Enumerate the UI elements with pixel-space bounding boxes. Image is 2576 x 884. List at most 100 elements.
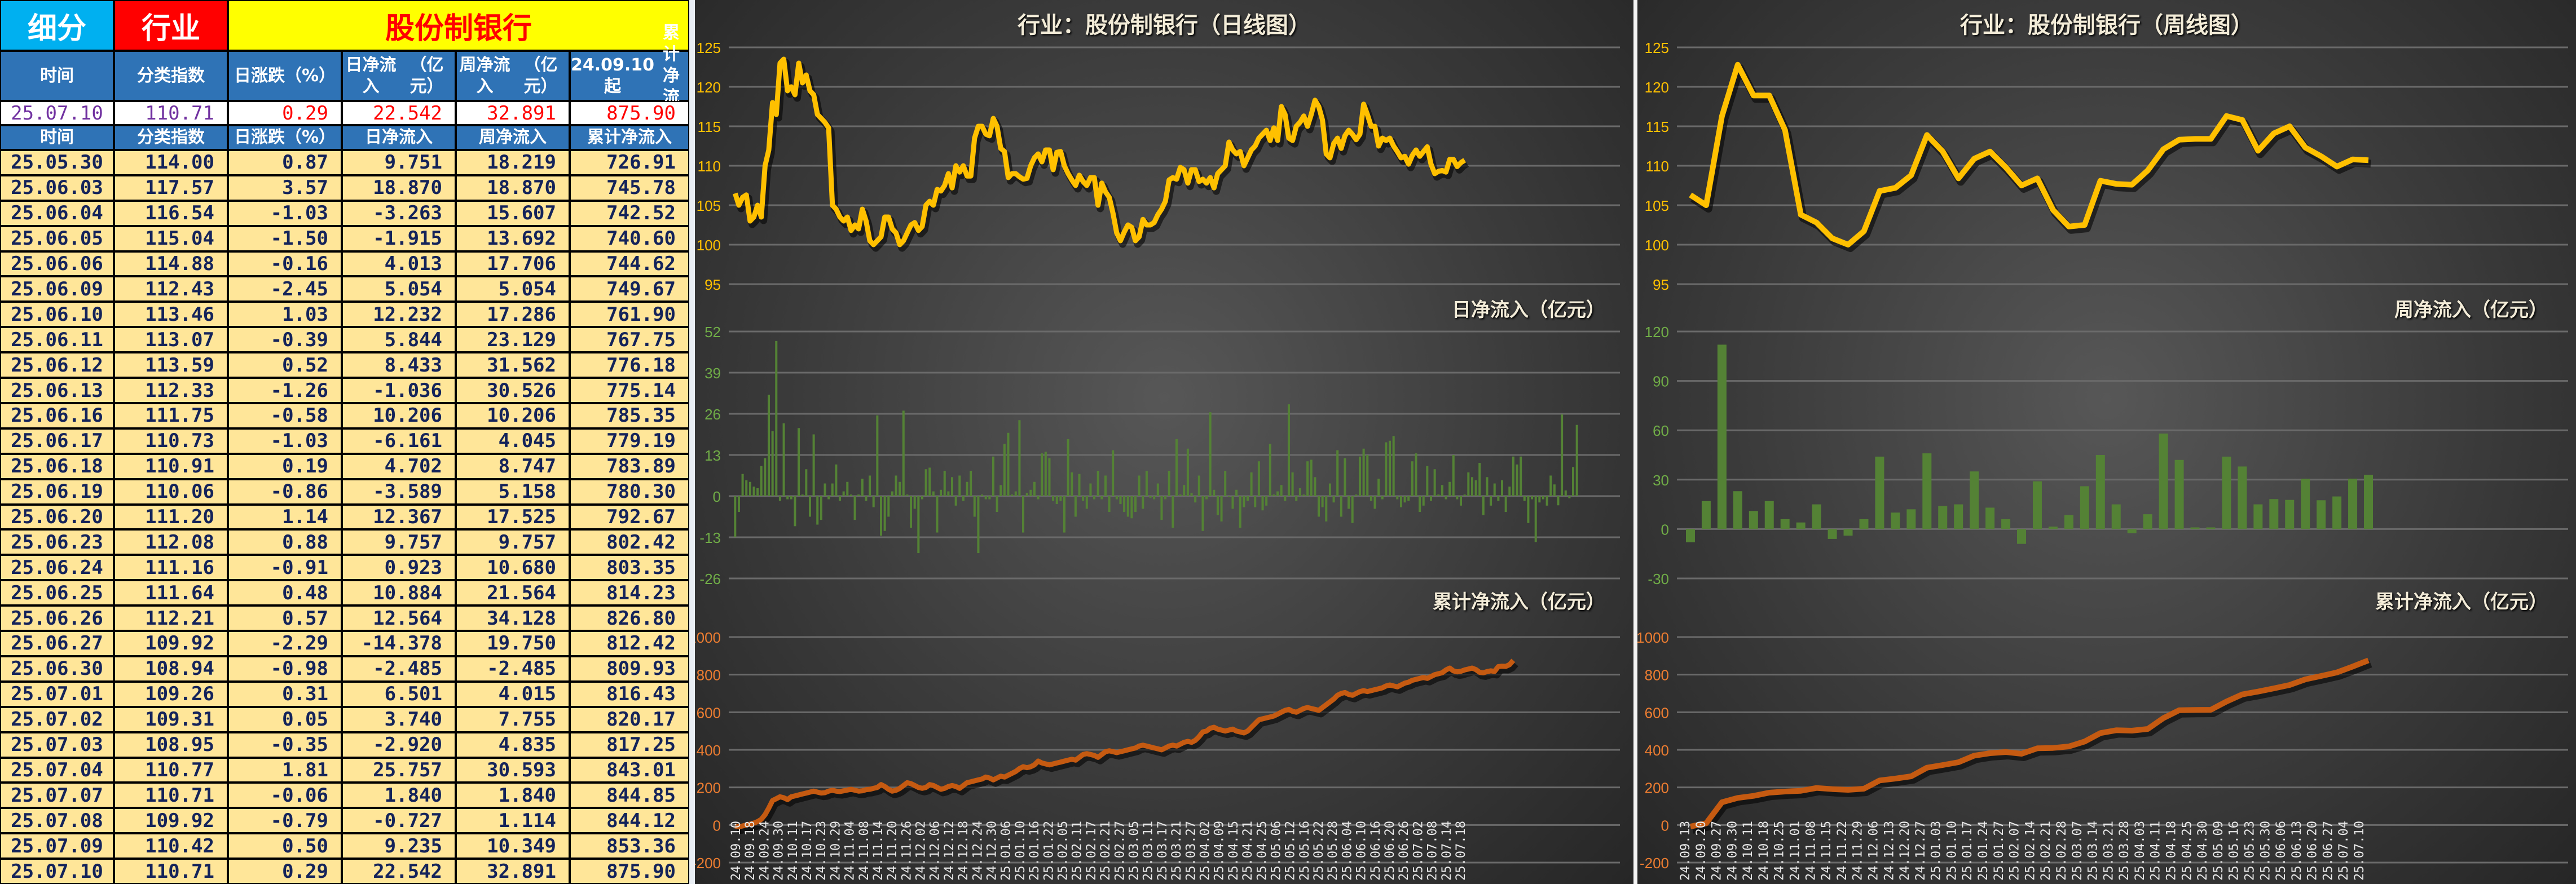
daily-cum-label: 累计净流入（亿元） bbox=[1433, 591, 1605, 613]
table-cell: 779.19 bbox=[570, 428, 689, 454]
y-tick-label: 600 bbox=[697, 704, 721, 721]
table-cell: 9.757 bbox=[456, 529, 570, 555]
flow-bar bbox=[835, 464, 838, 496]
table-cell: 25.06.10 bbox=[0, 302, 114, 328]
x-tick-label: 25.07.04 bbox=[2337, 821, 2351, 881]
sub-header-cell: 分类指数 bbox=[114, 125, 228, 150]
flow-bar bbox=[928, 467, 931, 496]
table-cell: 25.05.30 bbox=[0, 150, 114, 175]
x-tick-label: 25.01.27 bbox=[1992, 821, 2006, 881]
y-tick-label: 60 bbox=[1653, 422, 1669, 439]
flow-bar bbox=[1298, 488, 1301, 496]
table-row: 25.06.24 111.16 -0.91 0.923 10.680 803.35 bbox=[0, 555, 689, 581]
flow-bar bbox=[1190, 493, 1193, 496]
flow-bar bbox=[1340, 496, 1342, 517]
table-row: 25.06.04 116.54 -1.03 -3.263 15.607 742.52 bbox=[0, 200, 689, 226]
flow-bar bbox=[1474, 480, 1477, 496]
flow-bar bbox=[1044, 452, 1047, 496]
table-cell: 1.840 bbox=[456, 783, 570, 808]
summary-cell: 32.891 bbox=[456, 101, 570, 125]
table-row: 25.06.09 112.43 -2.45 5.054 5.054 749.67 bbox=[0, 276, 689, 302]
flow-bar bbox=[1011, 494, 1014, 496]
table-cell: 13.692 bbox=[456, 226, 570, 251]
table-cell: -14.378 bbox=[342, 631, 456, 656]
table-cell: 844.12 bbox=[570, 808, 689, 834]
table-cell: -3.263 bbox=[342, 200, 456, 226]
x-tick-label: 25.03.28 bbox=[2117, 821, 2132, 881]
x-tick-label: 24.09.27 bbox=[1710, 821, 1724, 881]
x-tick-label: 25.06.20 bbox=[2306, 821, 2320, 881]
table-cell: 803.35 bbox=[570, 555, 689, 581]
table-cell: 25.06.24 bbox=[0, 555, 114, 581]
table-cell: 843.01 bbox=[570, 757, 689, 783]
x-tick-label: 25.01.17 bbox=[1961, 821, 1975, 881]
flow-bar bbox=[2127, 529, 2137, 533]
flow-bar bbox=[1954, 504, 1963, 529]
flow-bar bbox=[1332, 496, 1335, 503]
flow-bar bbox=[839, 496, 842, 501]
flow-bar bbox=[1310, 459, 1313, 496]
flow-bar bbox=[1003, 444, 1006, 496]
table-cell: -0.06 bbox=[228, 783, 342, 808]
x-tick-label: 25.04.21 bbox=[1241, 821, 1255, 881]
table-cell: -0.86 bbox=[228, 479, 342, 505]
table-cell: 109.92 bbox=[114, 631, 228, 656]
flow-bar bbox=[808, 496, 811, 517]
table-cell: 4.045 bbox=[456, 428, 570, 454]
flow-bar bbox=[778, 496, 781, 501]
table-row: 25.06.19 110.06 -0.86 -3.589 5.158 780.30 bbox=[0, 479, 689, 505]
flow-bar bbox=[1227, 496, 1230, 497]
flow-bar bbox=[1478, 463, 1481, 496]
flow-bar bbox=[1201, 496, 1204, 531]
flow-bar bbox=[1828, 529, 1837, 539]
flow-bar bbox=[1396, 496, 1399, 500]
flow-bar bbox=[786, 496, 789, 500]
flow-bar bbox=[760, 466, 763, 496]
x-tick-label: 24.11.29 bbox=[1851, 821, 1865, 881]
flow-bar bbox=[1097, 471, 1099, 496]
x-tick-label: 25.03.17 bbox=[1156, 821, 1170, 881]
flow-bar bbox=[1142, 496, 1144, 509]
flow-bar bbox=[999, 485, 1002, 496]
table-cell: -1.50 bbox=[228, 226, 342, 251]
table-cell: 18.870 bbox=[456, 175, 570, 201]
flow-bar bbox=[1938, 506, 1948, 529]
flow-bar bbox=[940, 489, 943, 496]
table-row: 25.06.10 113.46 1.03 12.232 17.286 761.90 bbox=[0, 302, 689, 328]
flow-bar bbox=[906, 494, 909, 496]
x-tick-label: 24.11.22 bbox=[1835, 821, 1850, 881]
table-cell: 18.870 bbox=[342, 175, 456, 201]
flow-bar bbox=[1422, 496, 1425, 506]
x-tick-label: 25.06.10 bbox=[1355, 821, 1369, 881]
flow-bar bbox=[1119, 496, 1122, 505]
flow-bar bbox=[2159, 434, 2168, 529]
flow-bar bbox=[1018, 420, 1021, 496]
flow-bar bbox=[1381, 496, 1384, 500]
sub-header-cell: 周净流入 bbox=[456, 125, 570, 150]
table-row: 25.07.10 110.71 0.29 22.542 32.891 875.90 bbox=[0, 859, 689, 884]
table-cell: 25.757 bbox=[342, 757, 456, 783]
flow-bar bbox=[902, 410, 905, 496]
table-cell: 15.607 bbox=[456, 200, 570, 226]
table-cell: -1.03 bbox=[228, 200, 342, 226]
flow-bar bbox=[1531, 496, 1534, 500]
flow-bar bbox=[1145, 471, 1148, 496]
table-row: 25.07.09 110.42 0.50 9.235 10.349 853.36 bbox=[0, 833, 689, 859]
x-tick-label: 25.06.20 bbox=[1383, 821, 1397, 881]
flow-bar bbox=[2001, 519, 2011, 529]
table-cell: 4.835 bbox=[456, 732, 570, 758]
flow-bar bbox=[973, 496, 976, 517]
flow-bar bbox=[1512, 456, 1514, 496]
flow-bar bbox=[2285, 500, 2295, 529]
x-tick-label: 24.11.26 bbox=[900, 821, 914, 881]
table-cell: 9.235 bbox=[342, 833, 456, 859]
flow-bar bbox=[756, 488, 759, 496]
summary-cell: 0.29 bbox=[228, 101, 342, 125]
flow-bar bbox=[1970, 471, 1979, 529]
table-row: 25.06.16 111.75 -0.58 10.206 10.206 785.35 bbox=[0, 403, 689, 428]
table-cell: 0.88 bbox=[228, 529, 342, 555]
flow-bar bbox=[2017, 529, 2027, 544]
flow-bar bbox=[1366, 455, 1369, 496]
flow-bar bbox=[1538, 496, 1541, 503]
x-tick-label: 25.01.16 bbox=[1028, 821, 1042, 881]
